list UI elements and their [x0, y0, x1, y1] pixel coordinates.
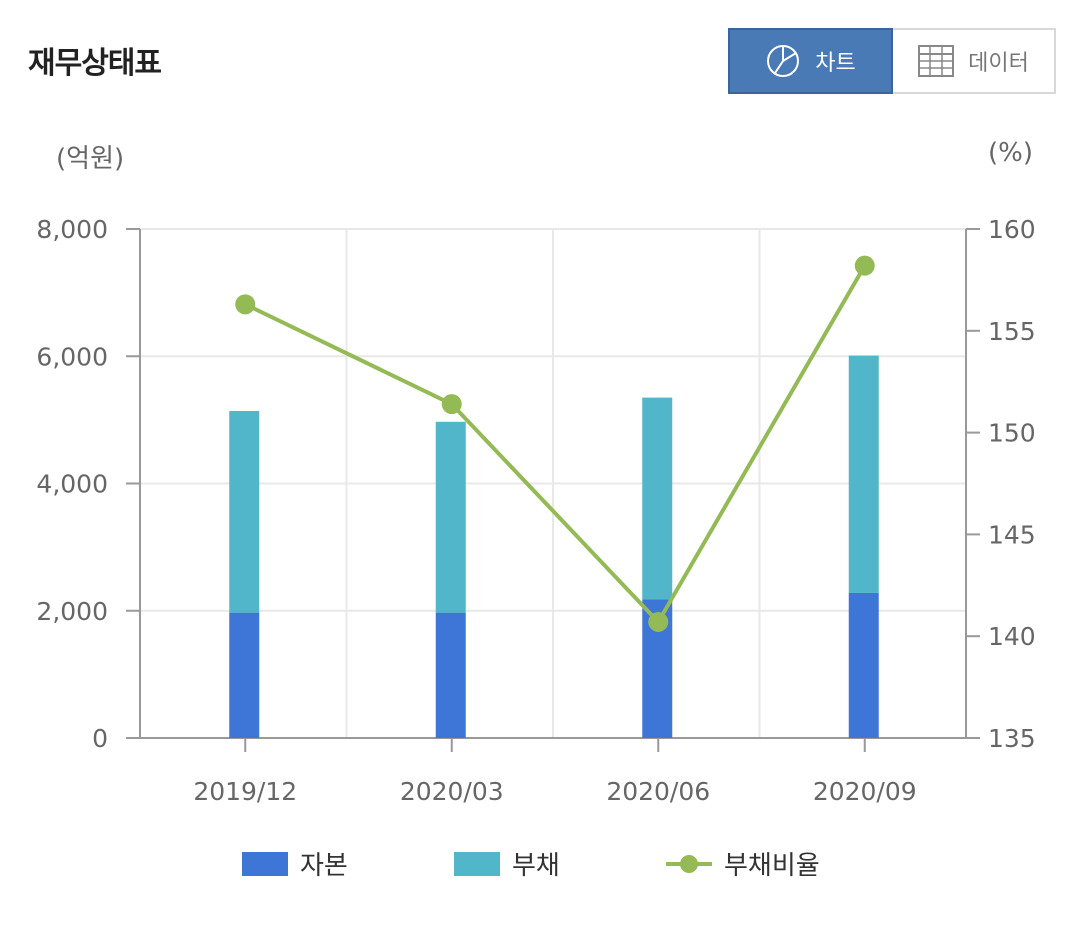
right-axis-tick-label: 160 [988, 215, 1036, 244]
chart-view-button[interactable]: 차트 [728, 28, 893, 94]
debt-ratio-point [235, 294, 256, 315]
debt-ratio-point [854, 255, 875, 276]
left-axis-tick-label: 6,000 [36, 342, 108, 371]
left-axis-tick-label: 8,000 [36, 215, 108, 244]
x-axis-tick-label: 2019/12 [193, 777, 297, 806]
x-axis-tick-label: 2020/06 [606, 777, 710, 806]
bar-liabilities [229, 410, 260, 613]
right-axis-tick-label: 150 [988, 419, 1036, 448]
bar-liabilities [435, 421, 466, 613]
page-title: 재무상태표 [28, 46, 162, 81]
bar-equity [848, 592, 879, 738]
chart-view-label: 차트 [815, 51, 856, 76]
bar-liabilities [848, 355, 879, 593]
bar-equity [229, 612, 260, 738]
legend-swatch-debt-ratio [666, 854, 712, 873]
data-view-button[interactable]: 데이터 [893, 28, 1056, 94]
pie-chart-icon [767, 45, 800, 77]
legend-item-equity[interactable]: 자본 [242, 845, 348, 882]
debt-ratio-line [244, 264, 867, 626]
bar-liabilities [642, 397, 673, 600]
view-toggle: 차트 데이터 [728, 28, 1056, 94]
chart-legend: 자본 부채 부채비율 [0, 845, 1080, 881]
legend-item-debt-ratio[interactable]: 부채비율 [666, 845, 820, 882]
right-axis-tick-label: 145 [988, 520, 1036, 549]
legend-item-liabilities[interactable]: 부채 [454, 845, 560, 882]
right-axis-unit: (%) [988, 138, 1033, 168]
left-axis-tick-label: 2,000 [36, 597, 108, 626]
right-axis-tick-label: 155 [988, 317, 1036, 346]
debt-ratio-point [648, 611, 669, 632]
right-axis-tick-label: 140 [988, 622, 1036, 651]
x-axis-tick-label: 2020/09 [813, 777, 917, 806]
right-axis-tick-label: 135 [988, 724, 1036, 753]
table-grid-icon [918, 45, 955, 77]
legend-label-equity: 자본 [300, 851, 348, 881]
left-axis-tick-label: 0 [92, 724, 108, 753]
x-axis-tick-label: 2020/03 [400, 777, 504, 806]
data-view-label: 데이터 [968, 51, 1029, 76]
left-axis-unit: (억원) [56, 144, 125, 174]
left-axis-tick-label: 4,000 [36, 470, 108, 499]
legend-swatch-liabilities [454, 851, 500, 876]
legend-label-liabilities: 부채 [512, 851, 560, 881]
legend-label-debt-ratio: 부채비율 [724, 851, 820, 881]
bar-equity [435, 612, 466, 738]
legend-swatch-equity [242, 851, 288, 876]
debt-ratio-point [441, 394, 462, 415]
